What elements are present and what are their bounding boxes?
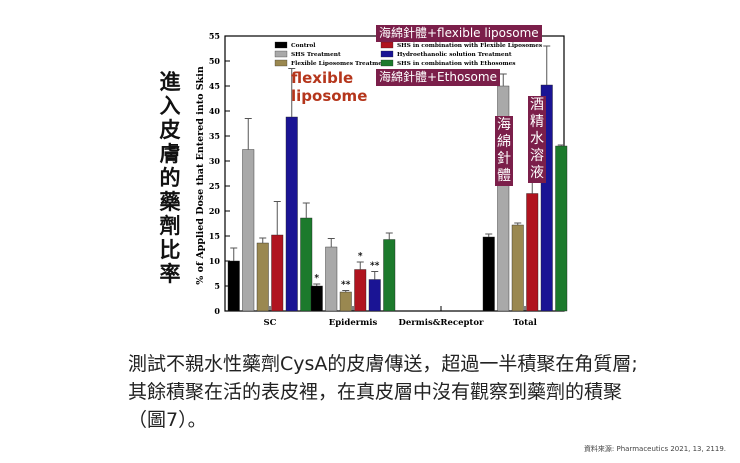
legend-swatch-control (274, 41, 288, 49)
bar-flexible (339, 291, 352, 312)
side-title-char: 的 (159, 166, 181, 190)
bar-control (482, 236, 495, 312)
bar-flexible (256, 242, 269, 312)
bar-flexible (511, 224, 524, 312)
tag-hydroethanolic-char: 酒 (530, 97, 544, 113)
tag-sponge-char: 海 (497, 117, 511, 133)
x-tick-label: Dermis&Receptor (398, 318, 484, 328)
x-tick-label: Total (513, 318, 537, 328)
bar-hydroethanolic (368, 279, 381, 312)
bar-shs_ethosomes (300, 217, 313, 312)
tag-hydroethanolic-vertical: 酒精水溶液 (528, 96, 546, 183)
side-title-char: 率 (159, 262, 181, 286)
side-title-char: 入 (159, 94, 181, 118)
tag-sponge-ethosome: 海綿針體+Ethosome (376, 69, 500, 86)
tag-hydroethanolic-char: 溶 (530, 148, 544, 164)
y-tick-label: 40 (209, 106, 221, 116)
y-tick-label: 35 (209, 131, 220, 141)
bar-control (227, 260, 240, 312)
flexible-liposome-callout: flexible liposome (291, 69, 368, 105)
y-tick-label: 5 (214, 281, 220, 291)
tag-sponge-char: 體 (497, 168, 511, 184)
source-citation: 資料來源: Pharmaceutics 2021, 13, 2119. (583, 445, 726, 453)
side-title-char: 藥 (159, 190, 181, 214)
tag-sponge-vertical: 海綿針體 (495, 116, 513, 186)
side-title-char: 進 (159, 70, 181, 94)
legend-label: Flexible Liposomes Treatment (291, 61, 389, 67)
bar-shs_ethosomes (383, 239, 396, 312)
y-tick-label: 30 (209, 156, 221, 166)
y-tick-label: 55 (209, 31, 220, 41)
legend-swatch-hydroethanolic (380, 50, 394, 58)
bar-control (310, 285, 323, 312)
tag-sponge-flexible-liposome: 海綿針體+flexible liposome (376, 25, 542, 42)
side-title-char: 劑 (159, 214, 181, 238)
legend-label: SHS in combination with Ethosomes (397, 61, 516, 67)
y-tick-label: 45 (209, 81, 220, 91)
caption-text: 測試不親水性藥劑CysA的皮膚傳送，超過一半積聚在角質層;其餘積聚在活的表皮裡，… (128, 353, 638, 431)
significance-marker: * (314, 274, 319, 284)
legend-swatch-flexible (274, 59, 288, 67)
tag-sponge-char: 針 (497, 151, 511, 167)
bar-shs_flexible (526, 193, 539, 312)
legend-swatch-shs_flexible (380, 41, 394, 49)
significance-marker: ** (341, 281, 351, 291)
legend-swatch-shs_ethosomes (380, 59, 394, 67)
y-tick-label: 50 (209, 56, 221, 66)
y-tick-label: 10 (209, 256, 221, 266)
side-title-char: 皮 (159, 118, 181, 142)
significance-marker: * (358, 252, 363, 262)
x-tick-label: Epidermis (329, 318, 378, 328)
legend-label: SHS in combination with Flexible Liposom… (397, 43, 543, 49)
y-tick-label: 20 (209, 206, 221, 216)
significance-marker: ** (370, 262, 380, 272)
bar-shs (242, 149, 255, 312)
tag-sponge-char: 綿 (497, 134, 511, 150)
y-tick-label: 15 (209, 231, 220, 241)
legend-label: Hydroethanolic solution Treatment (397, 52, 512, 58)
bar-hydroethanolic (285, 116, 298, 312)
bar-shs (325, 246, 338, 312)
legend-swatch-shs (274, 50, 288, 58)
y-tick-label: 0 (214, 306, 220, 316)
legend-label: SHS Treatment (291, 52, 341, 58)
side-title: 進入皮膚的藥劑比率 (150, 70, 190, 286)
bar-shs_flexible (354, 269, 367, 312)
tag-hydroethanolic-char: 精 (530, 114, 544, 130)
y-axis-label: % of Applied Dose that Entered into Skin (195, 66, 206, 285)
tag-hydroethanolic-char: 水 (530, 131, 544, 147)
bar-shs_ethosomes (555, 145, 568, 312)
legend-label: Control (291, 43, 316, 49)
side-title-char: 膚 (159, 142, 181, 166)
tag-hydroethanolic-char: 液 (530, 165, 544, 181)
x-tick-label: SC (264, 318, 277, 328)
y-tick-label: 25 (209, 181, 220, 191)
bar-shs_flexible (271, 234, 284, 312)
side-title-char: 比 (159, 238, 181, 262)
